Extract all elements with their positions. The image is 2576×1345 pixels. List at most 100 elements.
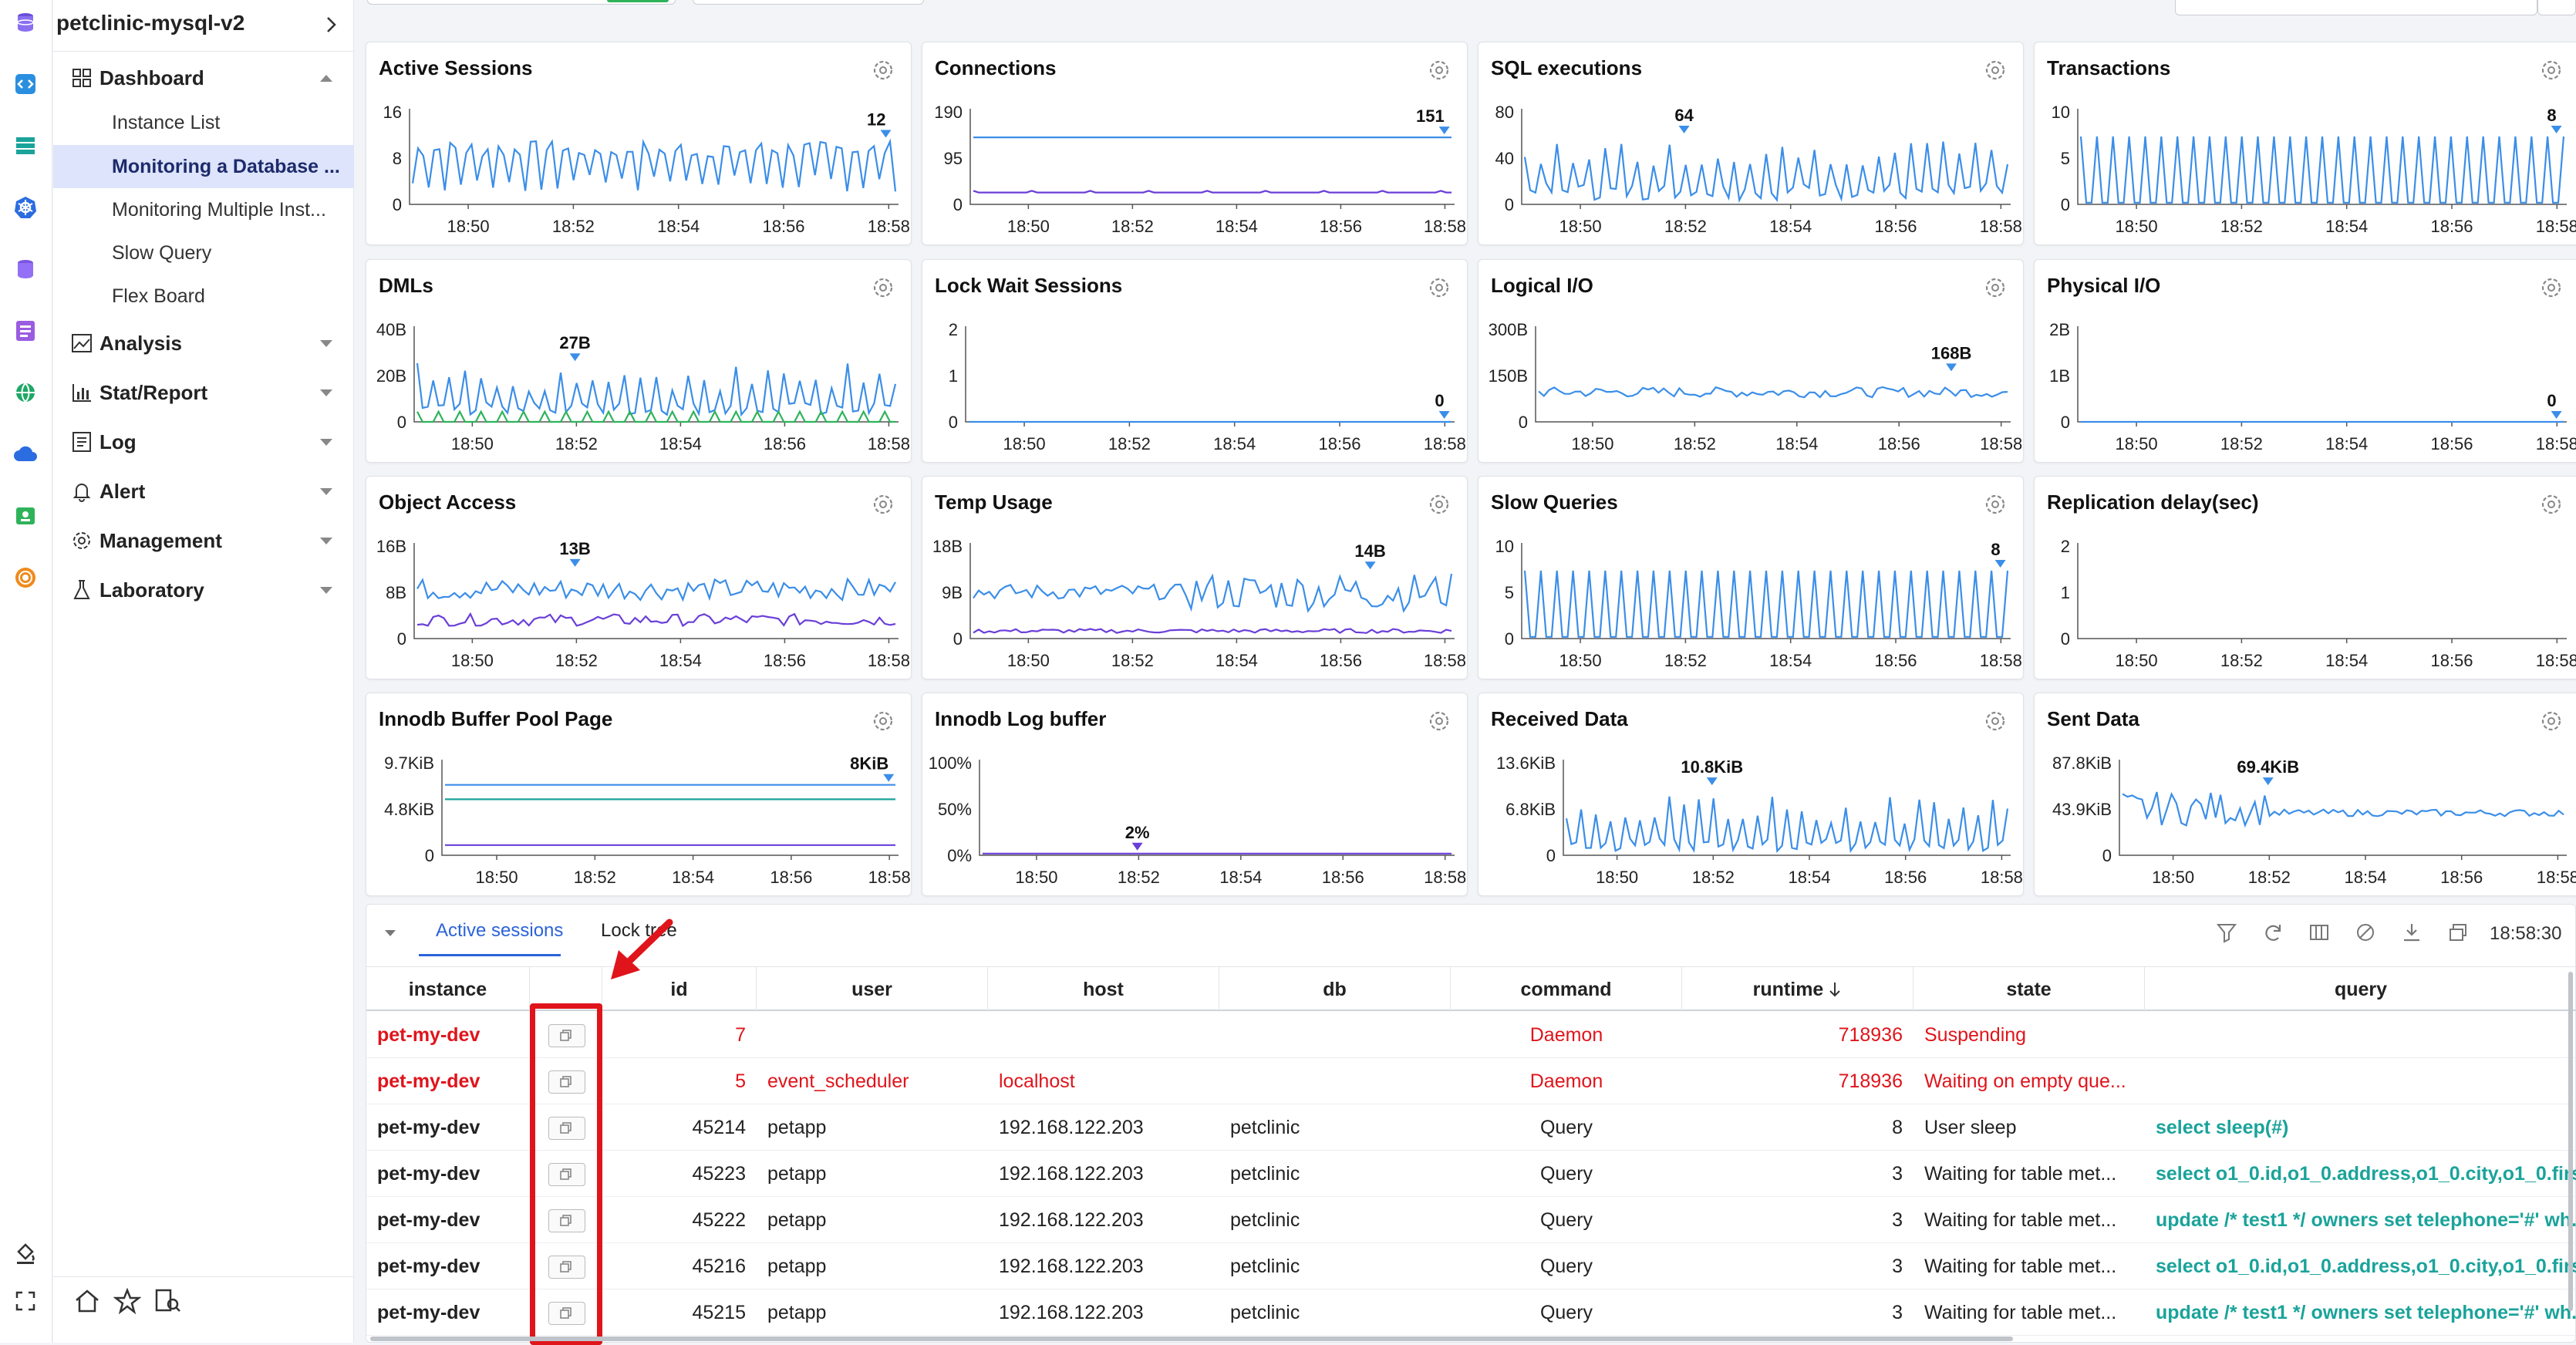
gear-icon[interactable] — [1985, 278, 2005, 298]
chart-plot[interactable]: 80 40 0 18:50 18:52 18:54 18:56 18:58 64 — [1479, 42, 2024, 245]
paint-bucket-icon[interactable] — [9, 1237, 42, 1269]
gear-icon[interactable] — [873, 711, 893, 731]
chart-plot[interactable]: 16 8 0 18:50 18:52 18:54 18:56 18:58 12 — [366, 42, 912, 245]
chart-plot[interactable]: 2 1 0 18:50 18:52 18:54 18:56 18:58 — [2035, 477, 2576, 679]
col-query[interactable]: query — [2334, 978, 2388, 1000]
gear-icon[interactable] — [1429, 60, 1449, 80]
bookmark-search-icon[interactable] — [153, 1288, 181, 1314]
chart-plot[interactable]: 87.8KiB 43.9KiB 0 18:50 18:52 18:54 18:56 18:58… — [2035, 693, 2576, 896]
globe-icon[interactable] — [9, 376, 42, 409]
copy-window-icon[interactable] — [2447, 922, 2469, 943]
gear-icon[interactable] — [2541, 60, 2561, 80]
nav-stat-report[interactable]: Stat/Report — [53, 371, 354, 414]
copy-button[interactable] — [548, 1302, 585, 1325]
chart-plot[interactable]: 13.6KiB 6.8KiB 0 18:50 18:52 18:54 18:56 18:58 1… — [1479, 693, 2024, 896]
copy-button[interactable] — [548, 1024, 585, 1047]
chart-plot[interactable]: 190 95 0 18:50 18:52 18:54 18:56 18:58 151 — [922, 42, 1468, 245]
gear-icon[interactable] — [1429, 278, 1449, 298]
top-search-control[interactable] — [2175, 0, 2537, 15]
nav-analysis[interactable]: Analysis — [53, 322, 354, 365]
download-icon[interactable] — [2401, 922, 2423, 943]
columns-icon[interactable] — [2308, 922, 2330, 943]
copy-button[interactable] — [548, 1070, 585, 1094]
sidebar-item-instance-list[interactable]: Instance List — [112, 111, 221, 133]
nav-dashboard[interactable]: Dashboard — [53, 56, 354, 99]
chart-plot[interactable]: 16B 8B 0 18:50 18:52 18:54 18:56 18:58 13B — [366, 477, 912, 679]
gear-icon[interactable] — [1429, 494, 1449, 514]
db-stack-icon[interactable] — [9, 253, 42, 285]
copy-button[interactable] — [548, 1163, 585, 1186]
nav-log[interactable]: Log — [53, 420, 354, 464]
top-filter-control[interactable] — [367, 0, 676, 5]
fullscreen-icon[interactable] — [9, 1285, 42, 1317]
col-state[interactable]: state — [1913, 967, 2145, 1012]
block-icon[interactable] — [2355, 922, 2376, 943]
table-row[interactable]: pet-my-dev 45223 petapp 192.168.122.203 petc… — [366, 1151, 2576, 1197]
table-row[interactable]: pet-my-dev 45214 petapp 192.168.122.203 petc… — [366, 1104, 2576, 1151]
code-icon[interactable] — [9, 68, 42, 100]
gear-icon[interactable] — [1985, 711, 2005, 731]
table-row[interactable]: pet-my-dev 7 Daemon 718936 Suspending — [366, 1012, 2576, 1058]
refresh-icon[interactable] — [2262, 922, 2284, 943]
sidebar-item-monitoring-multiple[interactable]: Monitoring Multiple Inst... — [112, 198, 326, 221]
gear-icon[interactable] — [2541, 278, 2561, 298]
filter-icon[interactable] — [2216, 922, 2237, 943]
gear-icon[interactable] — [2541, 711, 2561, 731]
home-icon[interactable] — [73, 1288, 101, 1314]
series-line — [1538, 386, 2008, 399]
chart-plot[interactable]: 9.7KiB 4.8KiB 0 18:50 18:52 18:54 18:56 18:58 8K… — [366, 693, 912, 896]
col-instance[interactable]: instance — [366, 967, 530, 1012]
table-row[interactable]: pet-my-dev 5 event_scheduler localhost Daemo… — [366, 1058, 2576, 1104]
copy-button[interactable] — [548, 1209, 585, 1232]
gear-icon[interactable] — [1429, 711, 1449, 731]
tab-active-sessions[interactable]: Active sessions — [436, 920, 564, 941]
chart-plot[interactable]: 300B 150B 0 18:50 18:52 18:54 18:56 18:58 168B — [1479, 260, 2024, 463]
nav-alert[interactable]: Alert — [53, 470, 354, 513]
server-list-icon[interactable] — [9, 130, 42, 162]
gear-icon[interactable] — [873, 278, 893, 298]
sidebar-item-flex-board[interactable]: Flex Board — [112, 285, 205, 307]
log-app-icon[interactable] — [9, 315, 42, 347]
project-header[interactable]: petclinic-mysql-v2 — [56, 8, 349, 39]
table-row[interactable]: pet-my-dev 45215 petapp 192.168.122.203 petc… — [366, 1289, 2576, 1336]
col-db[interactable]: db — [1219, 967, 1451, 1012]
copy-button[interactable] — [548, 1256, 585, 1279]
gear-icon[interactable] — [1985, 60, 2005, 80]
col-command[interactable]: command — [1451, 967, 1682, 1012]
col-host[interactable]: host — [988, 967, 1219, 1012]
table-row[interactable]: pet-my-dev 45216 petapp 192.168.122.203 petc… — [366, 1243, 2576, 1289]
gear-icon[interactable] — [1985, 494, 2005, 514]
chart-plot[interactable]: 10 5 0 18:50 18:52 18:54 18:56 18:58 8 — [1479, 477, 2024, 679]
database-icon[interactable] — [9, 6, 42, 39]
tab-underline — [419, 954, 561, 956]
horizontal-scrollbar[interactable] — [370, 1337, 2013, 1341]
nav-laboratory[interactable]: Laboratory — [53, 568, 354, 612]
chart-plot[interactable]: 40B 20B 0 18:50 18:52 18:54 18:56 18:58 27B — [366, 260, 912, 463]
top-select-control[interactable] — [693, 0, 924, 5]
sidebar-item-slow-query[interactable]: Slow Query — [112, 241, 212, 264]
chart-plot[interactable]: 100% 50% 0% 18:50 18:52 18:54 18:56 18:58 2% — [922, 693, 1468, 896]
vertical-scrollbar[interactable] — [2568, 972, 2573, 1311]
col-user[interactable]: user — [757, 967, 988, 1012]
kubernetes-icon[interactable] — [9, 191, 42, 224]
gear-icon[interactable] — [873, 494, 893, 514]
top-menu-button[interactable] — [2537, 0, 2576, 15]
chevron-right-icon[interactable] — [323, 15, 339, 34]
nav-management[interactable]: Management — [53, 519, 354, 562]
chart-plot[interactable]: 18B 9B 0 18:50 18:52 18:54 18:56 18:58 14B — [922, 477, 1468, 679]
gear-icon[interactable] — [2541, 494, 2561, 514]
chart-plot[interactable]: 2B 1B 0 18:50 18:52 18:54 18:56 18:58 0 — [2035, 260, 2576, 463]
collapse-caret-icon[interactable] — [383, 928, 397, 939]
gear-icon[interactable] — [873, 60, 893, 80]
star-icon[interactable] — [113, 1288, 141, 1314]
col-runtime[interactable]: runtime — [1682, 967, 1913, 1012]
col-id[interactable]: id — [602, 967, 757, 1012]
broadcast-icon[interactable] — [9, 561, 42, 594]
chart-plot[interactable]: 10 5 0 18:50 18:52 18:54 18:56 18:58 8 — [2035, 42, 2576, 245]
contact-card-icon[interactable] — [9, 500, 42, 532]
cloud-icon[interactable] — [9, 438, 42, 470]
copy-button[interactable] — [548, 1117, 585, 1140]
sidebar-item-monitoring-database[interactable]: Monitoring a Database ... — [53, 145, 354, 188]
table-row[interactable]: pet-my-dev 45222 petapp 192.168.122.203 petc… — [366, 1197, 2576, 1243]
chart-plot[interactable]: 2 1 0 18:50 18:52 18:54 18:56 18:58 0 — [922, 260, 1468, 463]
